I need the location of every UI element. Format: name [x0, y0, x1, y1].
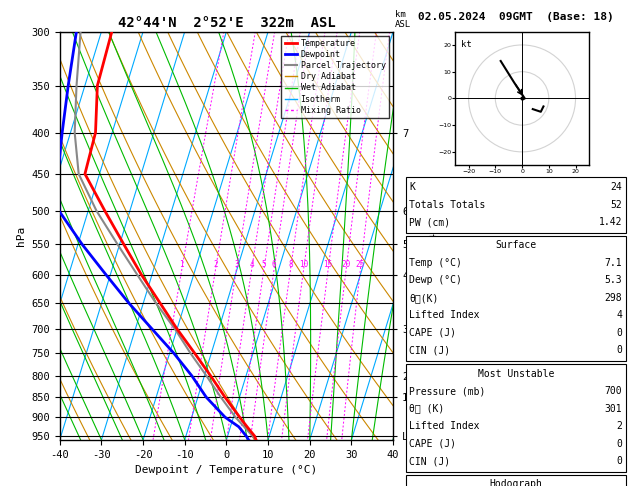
Text: 7.1: 7.1	[604, 258, 622, 268]
Text: 298: 298	[604, 293, 622, 303]
Text: Surface: Surface	[495, 241, 537, 250]
Text: θᴄ (K): θᴄ (K)	[409, 404, 445, 414]
Text: Pressure (mb): Pressure (mb)	[409, 386, 486, 396]
X-axis label: Dewpoint / Temperature (°C): Dewpoint / Temperature (°C)	[135, 465, 318, 475]
Text: Dewp (°C): Dewp (°C)	[409, 276, 462, 285]
Text: 25: 25	[356, 260, 365, 269]
Text: Most Unstable: Most Unstable	[477, 369, 554, 379]
Text: Hodograph: Hodograph	[489, 480, 542, 486]
Text: kt: kt	[460, 39, 471, 49]
Text: 0: 0	[616, 456, 622, 466]
Text: 1: 1	[180, 260, 184, 269]
Text: 301: 301	[604, 404, 622, 414]
Text: 02.05.2024  09GMT  (Base: 18): 02.05.2024 09GMT (Base: 18)	[418, 12, 614, 22]
Text: 6: 6	[272, 260, 277, 269]
Text: CAPE (J): CAPE (J)	[409, 439, 457, 449]
Y-axis label: Mixing Ratio (g/kg): Mixing Ratio (g/kg)	[425, 180, 435, 292]
Text: 20: 20	[342, 260, 351, 269]
Legend: Temperature, Dewpoint, Parcel Trajectory, Dry Adiabat, Wet Adiabat, Isotherm, Mi: Temperature, Dewpoint, Parcel Trajectory…	[281, 36, 389, 118]
Text: 2: 2	[213, 260, 218, 269]
Text: Lifted Index: Lifted Index	[409, 311, 480, 320]
Text: Lifted Index: Lifted Index	[409, 421, 480, 431]
Text: 4: 4	[250, 260, 254, 269]
Text: 700: 700	[604, 386, 622, 396]
Text: CIN (J): CIN (J)	[409, 456, 450, 466]
Text: 10: 10	[299, 260, 308, 269]
Title: 42°44'N  2°52'E  322m  ASL: 42°44'N 2°52'E 322m ASL	[118, 17, 335, 31]
Text: 0: 0	[616, 439, 622, 449]
Text: 0: 0	[616, 328, 622, 338]
Text: 2: 2	[616, 421, 622, 431]
Text: CAPE (J): CAPE (J)	[409, 328, 457, 338]
Text: 4: 4	[616, 311, 622, 320]
Text: km
ASL: km ASL	[395, 10, 411, 29]
Text: 5: 5	[262, 260, 266, 269]
Text: CIN (J): CIN (J)	[409, 346, 450, 355]
Text: 1.42: 1.42	[599, 217, 622, 227]
Text: 52: 52	[610, 200, 622, 209]
Y-axis label: hPa: hPa	[16, 226, 26, 246]
Text: 8: 8	[288, 260, 293, 269]
Text: 0: 0	[616, 346, 622, 355]
Text: 5.3: 5.3	[604, 276, 622, 285]
Text: Totals Totals: Totals Totals	[409, 200, 486, 209]
Text: 24: 24	[610, 182, 622, 192]
Text: Temp (°C): Temp (°C)	[409, 258, 462, 268]
Text: 15: 15	[323, 260, 333, 269]
Text: 3: 3	[234, 260, 239, 269]
Text: θᴄ(K): θᴄ(K)	[409, 293, 439, 303]
Text: PW (cm): PW (cm)	[409, 217, 450, 227]
Text: K: K	[409, 182, 415, 192]
